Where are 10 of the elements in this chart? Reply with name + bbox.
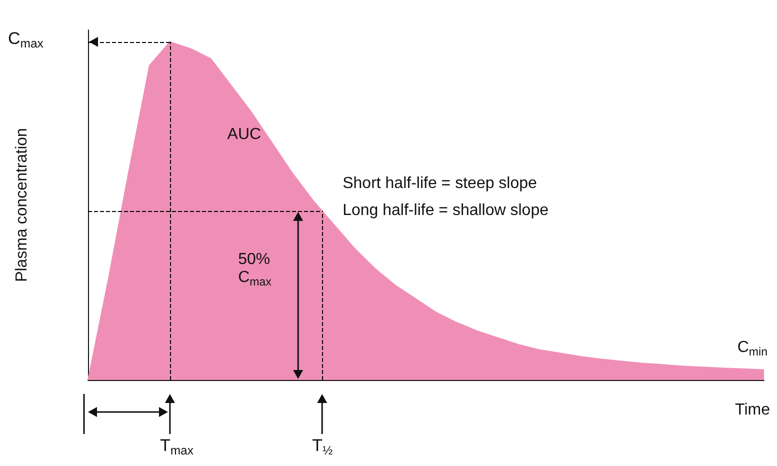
annotation: Long half-life = shallow slope: [342, 202, 548, 220]
annotation: AUC: [227, 126, 262, 145]
text: T$_{max}$: [160, 436, 194, 458]
annotation: Short half-life = steep slope: [342, 174, 537, 194]
y-axis-title: Plasma concentration: [14, 128, 30, 282]
text: T$_{½}$: [312, 436, 333, 458]
ref-line-label: C$_{max}$: [8, 28, 44, 51]
annotation: C$_{min}$: [737, 338, 768, 360]
ref-line-label: 50% C$_{max}$: [238, 250, 272, 290]
x-axis-title: Time: [735, 402, 770, 418]
